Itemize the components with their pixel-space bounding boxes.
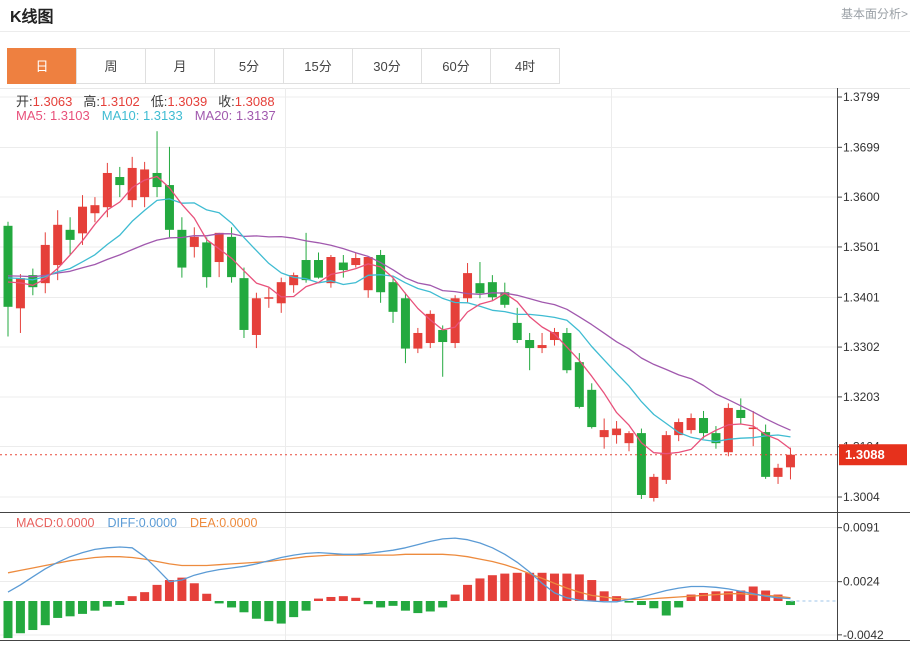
tab-4时[interactable]: 4时 xyxy=(490,48,560,84)
svg-text:1.3088: 1.3088 xyxy=(845,447,885,462)
svg-text:1.3004: 1.3004 xyxy=(843,490,880,504)
svg-text:1.3799: 1.3799 xyxy=(843,90,880,104)
tab-周[interactable]: 周 xyxy=(76,48,146,84)
svg-text:1.3401: 1.3401 xyxy=(843,290,880,304)
svg-text:0.0091: 0.0091 xyxy=(843,521,880,535)
tab-60分[interactable]: 60分 xyxy=(421,48,491,84)
macd-chart[interactable]: 0.0091 0.0024 -0.0042 xyxy=(0,512,910,646)
tab-日[interactable]: 日 xyxy=(7,48,77,84)
svg-text:1.3203: 1.3203 xyxy=(843,390,880,404)
svg-text:1.3600: 1.3600 xyxy=(843,190,880,204)
svg-text:0.0024: 0.0024 xyxy=(843,575,880,589)
svg-text:1.3501: 1.3501 xyxy=(843,240,880,254)
main-candlestick-chart[interactable]: 1.3799 1.3699 1.3600 1.3501 1.3401 1.3302 1.32… xyxy=(0,88,910,512)
tab-15分[interactable]: 15分 xyxy=(283,48,353,84)
svg-text:1.3699: 1.3699 xyxy=(843,140,880,154)
svg-text:-0.0042: -0.0042 xyxy=(843,628,884,642)
tab-月[interactable]: 月 xyxy=(145,48,215,84)
page-title: K线图 xyxy=(10,9,54,26)
header-divider xyxy=(0,31,910,32)
chart-region: 1.3799 1.3699 1.3600 1.3501 1.3401 1.3302 1.32… xyxy=(0,88,910,646)
interval-tab-bar: 日周月 5分 15分 30分 60分 4时 xyxy=(7,48,560,84)
svg-text:1.3302: 1.3302 xyxy=(843,340,880,354)
tab-5分[interactable]: 5分 xyxy=(214,48,284,84)
fundamental-analysis-link[interactable]: 基本面分析> xyxy=(840,7,908,21)
tab-30分[interactable]: 30分 xyxy=(352,48,422,84)
